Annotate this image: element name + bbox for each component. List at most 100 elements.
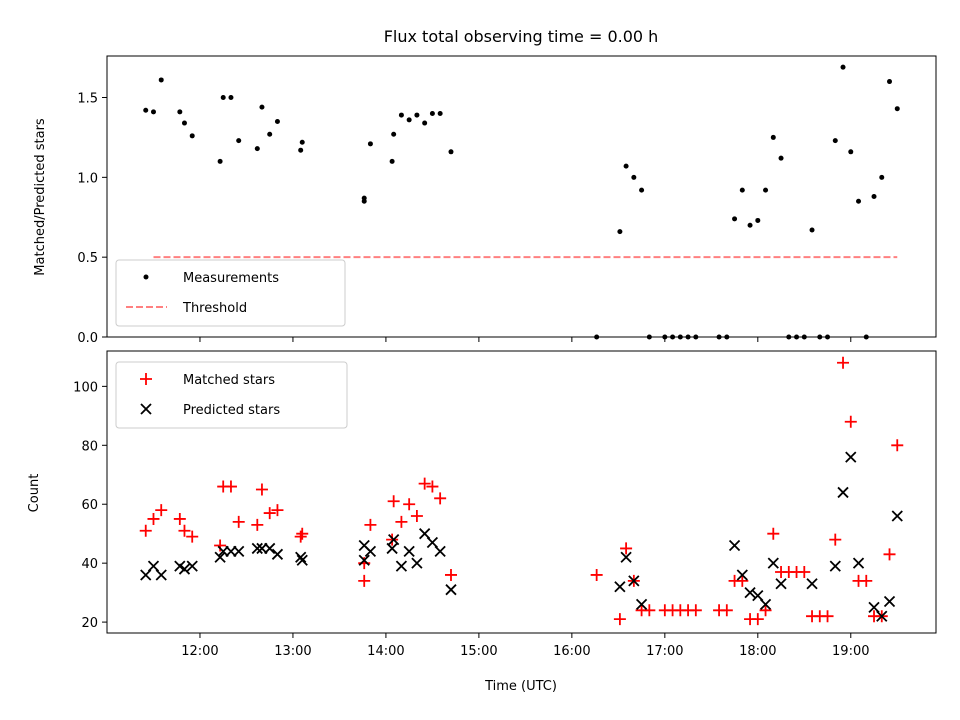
predicted-stars-point xyxy=(829,560,841,572)
measurements-point xyxy=(840,64,846,70)
predicted-stars-point xyxy=(445,584,457,596)
matched-stars-point xyxy=(410,510,423,523)
bottom-panel-marks xyxy=(139,356,904,626)
matched-stars-point xyxy=(178,524,191,537)
matched-stars-point xyxy=(759,604,772,617)
measurements-point xyxy=(448,149,454,155)
measurements-point xyxy=(398,112,404,118)
measurements-point xyxy=(367,141,373,147)
top-y-axis-label: Matched/Predicted stars xyxy=(33,118,48,276)
legend-measurements-label: Measurements xyxy=(183,271,279,286)
bottom-x-axis-label: Time (UTC) xyxy=(484,679,557,694)
measurements-point xyxy=(732,216,738,222)
measurements-point xyxy=(406,117,412,123)
matched-stars-point xyxy=(251,518,264,531)
predicted-stars-point xyxy=(883,595,896,608)
measurements-point xyxy=(220,95,226,101)
predicted-stars-point xyxy=(614,581,626,593)
bottom-x-tick-label: 15:00 xyxy=(460,644,497,659)
predicted-stars-point xyxy=(178,563,191,575)
measurements-point xyxy=(755,217,761,223)
predicted-stars-point xyxy=(233,545,245,558)
predicted-stars-point xyxy=(295,551,307,563)
matched-stars-point xyxy=(837,356,850,369)
matched-stars-point xyxy=(358,574,371,587)
predicted-stars-point xyxy=(744,586,756,599)
matched-stars-point xyxy=(155,504,168,517)
top-legend: Measurements Threshold xyxy=(115,259,346,327)
matched-stars-point xyxy=(891,439,904,452)
predicted-stars-point xyxy=(214,551,226,563)
matched-stars-point xyxy=(860,574,873,587)
measurements-point xyxy=(856,198,862,204)
measurements-point xyxy=(189,133,195,139)
predicted-stars-point xyxy=(386,542,398,555)
matched-stars-point xyxy=(767,527,780,540)
matched-stars-point xyxy=(271,504,284,517)
predicted-stars-point xyxy=(186,560,198,572)
top-y-tick-label: 1.5 xyxy=(77,92,98,107)
predicted-stars-point xyxy=(271,548,284,560)
legend-matched-marker xyxy=(140,373,152,385)
matched-stars-point xyxy=(173,512,186,525)
matched-stars-point xyxy=(296,527,309,540)
predicted-stars-point xyxy=(388,533,400,546)
measurements-point xyxy=(639,187,645,193)
predicted-stars-point xyxy=(434,545,446,558)
top-legend-box xyxy=(115,259,346,327)
legend-predicted-marker xyxy=(140,403,152,415)
matched-stars-point xyxy=(844,415,857,428)
matched-stars-point xyxy=(720,604,733,617)
matched-stars-point xyxy=(186,530,199,543)
matched-stars-point xyxy=(139,524,152,537)
matched-stars-point xyxy=(224,480,237,493)
bottom-legend-box xyxy=(115,361,348,429)
matched-stars-point xyxy=(403,498,416,511)
measurements-point xyxy=(747,222,753,228)
predicted-stars-point xyxy=(635,598,648,611)
predicted-stars-point xyxy=(296,554,308,566)
bottom-x-tick-label: 17:00 xyxy=(646,644,683,659)
measurements-point xyxy=(150,109,156,115)
measurements-point xyxy=(414,112,420,118)
measurements-point xyxy=(236,138,242,144)
matched-stars-point xyxy=(590,568,603,581)
legend-matched-label: Matched stars xyxy=(183,373,275,388)
measurements-point xyxy=(832,138,838,144)
predicted-stars-point xyxy=(837,486,849,499)
measurements-point xyxy=(143,107,149,113)
matched-stars-point xyxy=(434,492,447,505)
measurements-point xyxy=(389,158,395,164)
top-y-tick-label: 0.5 xyxy=(77,251,98,266)
matched-stars-point xyxy=(821,610,834,623)
matched-stars-point xyxy=(364,518,377,531)
bottom-y-tick-label: 80 xyxy=(81,439,98,454)
measurements-point xyxy=(361,195,367,201)
matched-stars-point xyxy=(255,483,268,496)
matched-stars-point xyxy=(426,480,439,493)
matched-stars-point xyxy=(643,604,656,617)
measurements-point xyxy=(177,109,183,115)
measurements-point xyxy=(158,77,164,83)
matched-stars-point xyxy=(418,477,431,490)
bottom-x-tick-label: 18:00 xyxy=(739,644,776,659)
matched-stars-point xyxy=(263,507,276,520)
bottom-y-axis-label: Count xyxy=(27,474,42,513)
matched-stars-point xyxy=(232,515,245,528)
bottom-y-tick-label: 60 xyxy=(81,498,98,513)
legend-measurements-marker xyxy=(143,274,149,280)
top-y-tick-label: 0.0 xyxy=(77,331,98,346)
matched-stars-point xyxy=(444,568,457,581)
predicted-stars-point xyxy=(775,578,787,590)
predicted-stars-point xyxy=(845,451,857,463)
matched-stars-point xyxy=(147,512,160,525)
measurements-point xyxy=(429,110,435,116)
measurements-point xyxy=(778,155,784,161)
bottom-y-tick-label: 100 xyxy=(73,380,98,395)
matched-stars-point xyxy=(751,613,764,626)
top-panel-frame xyxy=(106,55,937,338)
top-panel: 0.0 0.5 1.0 1.5 Matched/Predicted stars Mea… xyxy=(33,55,937,346)
top-panel-axes: 0.0 0.5 1.0 1.5 xyxy=(77,92,852,346)
predicted-stars-point xyxy=(395,560,408,572)
